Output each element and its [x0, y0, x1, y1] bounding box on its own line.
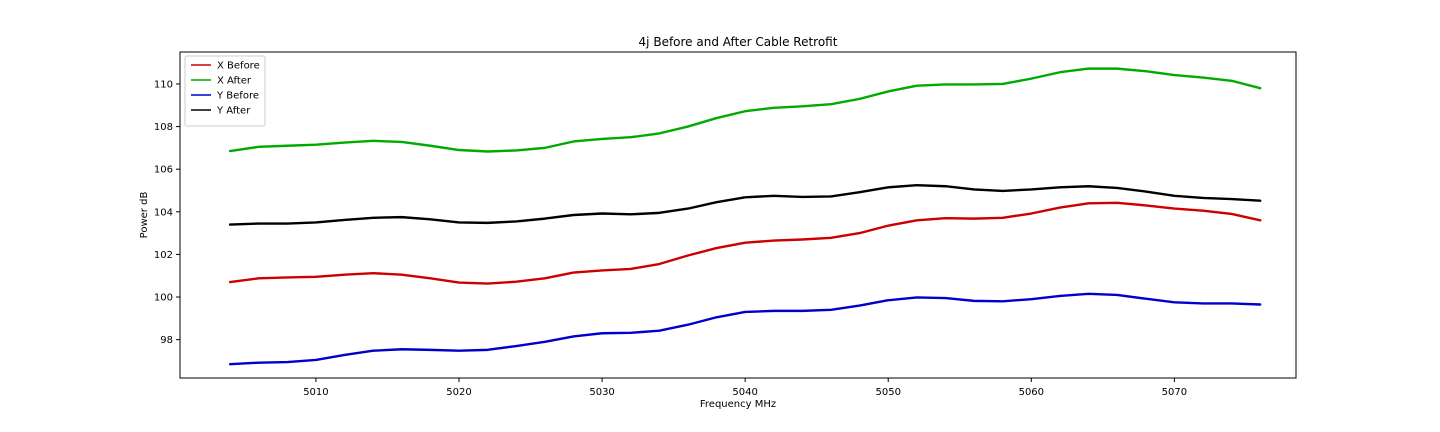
legend-entry-3: Y After	[216, 106, 251, 117]
y-tick-label: 106	[154, 165, 173, 176]
series-line-2	[228, 292, 1262, 366]
x-tick-label: 5050	[876, 387, 901, 398]
legend-box	[184, 55, 266, 127]
series-line-1	[228, 67, 1262, 153]
series-line-3	[228, 183, 1262, 226]
legend: X Before X After Y Before Y After	[184, 55, 266, 127]
plot-frame	[179, 51, 1297, 379]
x-tick-label: 5030	[589, 387, 614, 398]
legend-entry-2: Y Before	[216, 91, 259, 102]
y-tick-label: 102	[154, 250, 173, 261]
y-axis-label: Power dB	[139, 192, 150, 239]
x-axis-label: Frequency MHz	[700, 399, 776, 410]
x-tick-label: 5040	[732, 387, 757, 398]
legend-entry-1: X After	[217, 76, 252, 87]
series-line-0	[228, 201, 1262, 285]
x-axis: 5010 5020 5030 5040 5050 5060 5070	[303, 378, 1187, 398]
y-tick-label: 108	[154, 122, 173, 133]
y-tick-label: 104	[154, 207, 173, 218]
y-tick-label: 110	[154, 79, 173, 90]
y-axis: 98 100 102 104 106 108 110	[154, 79, 180, 346]
chart-title: 4j Before and After Cable Retrofit	[639, 35, 838, 49]
legend-entry-0: X Before	[217, 61, 260, 72]
plot-area	[228, 67, 1262, 366]
y-tick-label: 100	[154, 293, 173, 304]
y-tick-label: 98	[160, 335, 173, 346]
x-tick-label: 5070	[1162, 387, 1187, 398]
x-tick-label: 5010	[303, 387, 328, 398]
x-tick-label: 5020	[446, 387, 471, 398]
x-tick-label: 5060	[1019, 387, 1044, 398]
